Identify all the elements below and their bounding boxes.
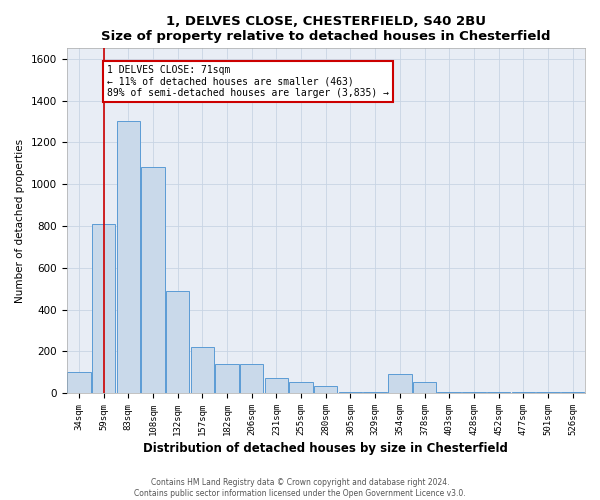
Bar <box>92 224 115 393</box>
Text: 1 DELVES CLOSE: 71sqm
← 11% of detached houses are smaller (463)
89% of semi-det: 1 DELVES CLOSE: 71sqm ← 11% of detached … <box>107 65 389 98</box>
Bar <box>289 382 313 393</box>
Bar <box>166 290 190 393</box>
Bar <box>561 392 584 393</box>
Y-axis label: Number of detached properties: Number of detached properties <box>15 138 25 303</box>
Bar <box>314 386 337 393</box>
Bar <box>536 392 560 393</box>
Bar <box>487 392 511 393</box>
Bar <box>265 378 288 393</box>
Bar <box>215 364 239 393</box>
Bar <box>512 392 535 393</box>
Bar <box>364 392 387 393</box>
Title: 1, DELVES CLOSE, CHESTERFIELD, S40 2BU
Size of property relative to detached hou: 1, DELVES CLOSE, CHESTERFIELD, S40 2BU S… <box>101 15 551 43</box>
Bar <box>116 122 140 393</box>
Bar <box>339 392 362 393</box>
Bar <box>240 364 263 393</box>
Bar <box>191 347 214 393</box>
Bar <box>67 372 91 393</box>
X-axis label: Distribution of detached houses by size in Chesterfield: Distribution of detached houses by size … <box>143 442 508 455</box>
Bar <box>388 374 412 393</box>
Bar <box>437 392 461 393</box>
Bar <box>413 382 436 393</box>
Bar <box>141 168 164 393</box>
Text: Contains HM Land Registry data © Crown copyright and database right 2024.
Contai: Contains HM Land Registry data © Crown c… <box>134 478 466 498</box>
Bar <box>462 392 485 393</box>
